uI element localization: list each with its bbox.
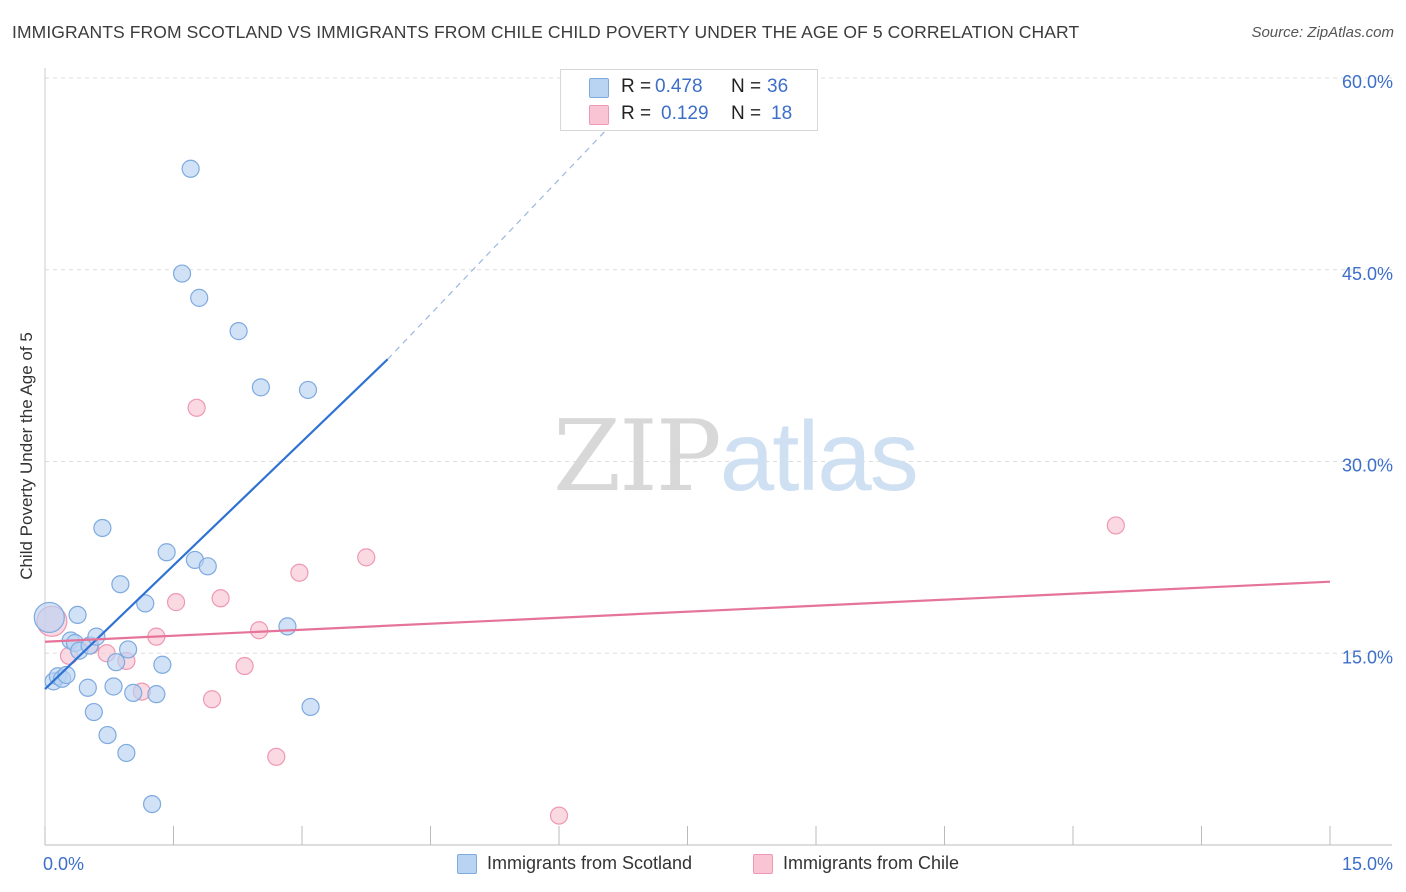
y-tick-label: 60.0%: [1342, 72, 1393, 92]
legend-n-label: N =: [731, 103, 762, 124]
legend-n-label: N =: [731, 76, 762, 97]
scotland-point: [87, 627, 106, 646]
chile-point: [202, 690, 222, 709]
scotland-point: [107, 653, 126, 672]
scotland-point: [118, 640, 138, 659]
source-label: Source: ZipAtlas.com: [1251, 24, 1394, 41]
scotland-point: [104, 677, 123, 696]
watermark-atlas: atlas: [719, 401, 919, 511]
scotland-swatch: [589, 78, 609, 98]
watermark-zip: ZIP: [553, 400, 722, 514]
chile-point: [166, 593, 186, 612]
y-tick-label: 30.0%: [1342, 456, 1393, 476]
scotland-point: [124, 683, 143, 702]
scotland-point: [57, 665, 76, 685]
scotland-point: [68, 605, 87, 625]
legend-r-value: 0.129: [661, 103, 709, 124]
scotland-point: [136, 594, 155, 613]
legend-r-label: R =: [621, 76, 652, 97]
scotland-point: [153, 655, 172, 674]
scotland-trend-line: [44, 358, 389, 690]
scotland-point: [181, 159, 200, 178]
scotland-point: [251, 378, 270, 397]
chile-point: [187, 398, 206, 417]
chile-swatch: [753, 854, 773, 874]
chile-point: [267, 747, 286, 766]
scotland-point: [198, 557, 217, 576]
scotland-point: [278, 617, 297, 636]
x-tick-label: 0.0%: [43, 854, 84, 874]
chile-point: [290, 563, 309, 582]
scotland-point: [157, 543, 176, 562]
scotland-point: [117, 743, 136, 763]
chile-point: [235, 656, 254, 676]
legend-r-value: 0.478: [655, 76, 703, 97]
scotland-point: [190, 288, 209, 307]
chile-point: [357, 548, 376, 567]
scotland-point: [78, 678, 97, 697]
bottom-legend-chile-label: Immigrants from Chile: [783, 853, 960, 873]
scotland-swatch: [457, 854, 477, 874]
scotland-point: [172, 264, 192, 283]
scotland-point: [229, 322, 248, 341]
chile-point: [250, 621, 269, 640]
scotland-point: [142, 794, 162, 814]
chile-point: [549, 806, 569, 825]
chile-swatch: [589, 105, 609, 125]
watermark: ZIPatlas: [553, 400, 919, 514]
scotland-point: [111, 575, 130, 594]
y-tick-label: 45.0%: [1342, 264, 1393, 284]
chile-point: [1106, 516, 1125, 535]
scotland-point: [298, 380, 318, 400]
bottom-legend-scotland-label: Immigrants from Scotland: [487, 853, 693, 873]
y-axis-label: Child Poverty Under the Age of 5: [17, 332, 36, 580]
correlation-legend: R = 0.478 N = 36 R = 0.129 N = 18: [560, 69, 818, 131]
scotland-point: [33, 601, 65, 634]
scotland-point: [147, 685, 166, 704]
legend-r-label: R =: [621, 103, 652, 124]
scotland-point: [301, 697, 320, 717]
chile-point: [211, 589, 230, 608]
scotland-point: [93, 518, 112, 538]
chart-title: IMMIGRANTS FROM SCOTLAND VS IMMIGRANTS F…: [12, 22, 1080, 42]
scotland-point: [98, 725, 117, 745]
y-tick-label: 15.0%: [1342, 647, 1393, 667]
chile-trend-line: [44, 580, 1331, 643]
legend-n-value: 18: [771, 103, 793, 124]
x-tick-label: 15.0%: [1342, 854, 1393, 874]
scotland-point: [84, 702, 103, 722]
legend-n-value: 36: [767, 76, 789, 97]
